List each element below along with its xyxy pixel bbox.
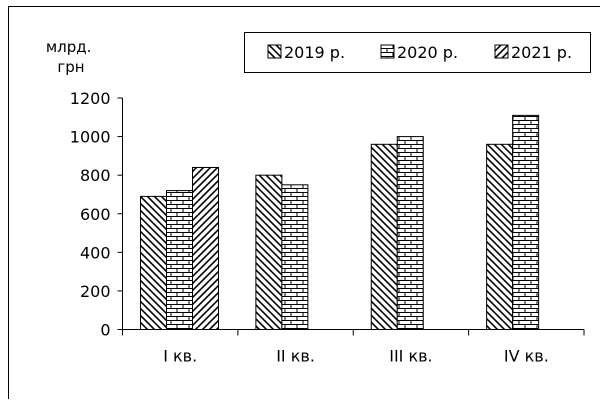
legend-item-2021: 2021 р.: [494, 43, 572, 62]
y-axis-label-line-2: грн: [57, 58, 84, 76]
x-ticks: I кв. II кв. III кв. IV кв.: [122, 329, 585, 366]
bar-2020-4: [512, 114, 540, 330]
y-ticks: 0 200 400 600 800 1000 1200: [70, 89, 123, 340]
y-tick-label: 400: [80, 243, 111, 262]
legend-label-2020: 2020 р.: [397, 43, 458, 62]
legend: 2019 р. 2020 р. 2021 р.: [244, 32, 591, 73]
x-tick-label: III кв.: [389, 347, 432, 366]
legend-label-2019: 2019 р.: [284, 43, 345, 62]
bar-2019-1: [140, 195, 167, 330]
legend-item-2020: 2020 р.: [380, 43, 458, 62]
bar-2019-4: [486, 143, 514, 330]
bar-2020-1: [166, 190, 193, 330]
x-tick-label: I кв.: [163, 347, 197, 366]
bar-2019-3: [370, 143, 398, 330]
y-axis-label: млрд. грн: [46, 38, 96, 76]
bar-2020-3: [396, 136, 424, 330]
legend-swatch-2021: [494, 44, 509, 59]
bar-2020-2: [281, 184, 309, 330]
legend-label-2021: 2021 р.: [511, 43, 572, 62]
y-tick-label: 1000: [70, 128, 111, 147]
y-tick-label: 800: [80, 166, 111, 185]
bar-2019-2: [255, 174, 283, 330]
y-tick-label: 0: [100, 321, 110, 340]
legend-swatch-2020: [380, 44, 395, 59]
y-tick-label: 200: [80, 282, 111, 301]
x-tick-label: IV кв.: [504, 347, 549, 366]
y-tick-label: 600: [80, 205, 111, 224]
y-axis-label-line-1: млрд.: [46, 38, 92, 56]
x-tick-label: II кв.: [276, 347, 315, 366]
y-tick-label: 1200: [70, 89, 111, 108]
bar-2021-1: [192, 166, 219, 330]
bars: [140, 114, 540, 330]
legend-item-2019: 2019 р.: [267, 43, 345, 62]
legend-box: [244, 32, 591, 73]
legend-swatch-2019: [267, 44, 282, 59]
